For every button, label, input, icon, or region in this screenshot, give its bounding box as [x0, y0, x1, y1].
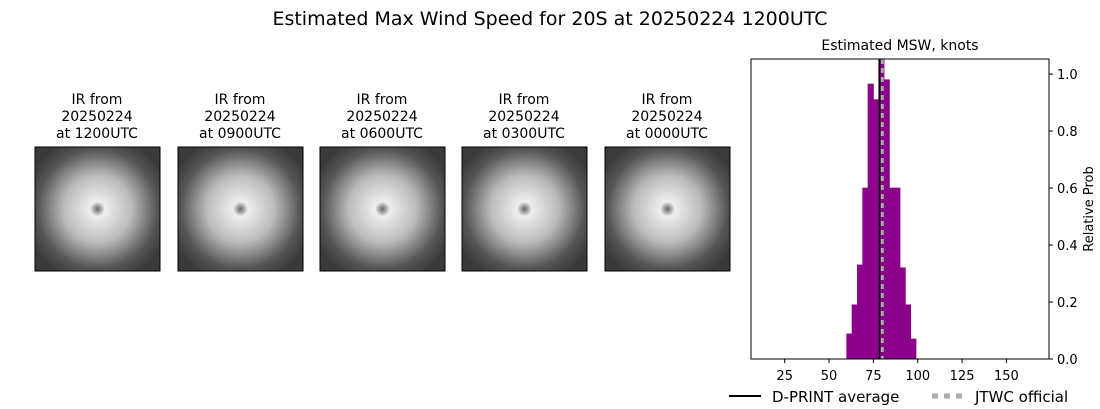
bar [883, 79, 890, 360]
ir-image [319, 146, 446, 272]
ir-image [461, 146, 588, 272]
y-tick-label: 0.6 [1057, 182, 1078, 197]
bar [857, 264, 864, 360]
plot-frame [750, 58, 1050, 360]
panel-caption: 20250224 [61, 109, 132, 125]
y-axis-label: Relative Prob [1082, 166, 1097, 251]
panel-caption: at 0600UTC [341, 126, 423, 142]
bar [851, 304, 858, 360]
panel-caption: IR from [72, 92, 123, 108]
ir-image [604, 146, 731, 272]
x-tick-label: 25 [776, 369, 793, 384]
panel-caption: IR from [215, 92, 266, 108]
x-tick-label: 100 [905, 369, 930, 384]
y-tick-label: 0.2 [1057, 296, 1078, 311]
y-tick-label: 0.0 [1057, 353, 1078, 368]
y-tick-label: 0.8 [1057, 125, 1078, 140]
y-tick-label: 0.4 [1057, 239, 1078, 254]
panel-caption: 20250224 [488, 109, 559, 125]
ir-image [34, 146, 161, 272]
panel-caption: IR from [642, 92, 693, 108]
y-tick-label: 1.0 [1057, 68, 1078, 83]
bar [894, 187, 901, 360]
subtitle: Estimated MSW, knots [821, 38, 978, 54]
panel-caption: at 1200UTC [56, 126, 138, 142]
bar [910, 338, 917, 360]
bar [899, 267, 906, 360]
panel-caption: 20250224 [204, 109, 275, 125]
ir-image [177, 146, 304, 272]
panel-caption: IR from [499, 92, 550, 108]
panel-caption: IR from [357, 92, 408, 108]
bar [846, 333, 853, 360]
bar [904, 304, 912, 360]
panel-caption: at 0300UTC [483, 126, 565, 142]
legend-label: JTWC official [974, 388, 1068, 406]
panel-caption: 20250224 [631, 109, 702, 125]
x-tick-label: 75 [865, 369, 882, 384]
panel-caption: at 0900UTC [199, 126, 281, 142]
x-tick-label: 50 [821, 369, 838, 384]
bar [862, 187, 869, 360]
bar [888, 187, 896, 360]
x-tick-label: 125 [950, 369, 975, 384]
x-tick-label: 150 [994, 369, 1019, 384]
bar [872, 99, 880, 360]
chart-title: Estimated Max Wind Speed for 20S at 2025… [272, 8, 827, 30]
panel-caption: 20250224 [346, 109, 417, 125]
legend-label: D-PRINT average [772, 388, 899, 406]
panel-caption: at 0000UTC [626, 126, 708, 142]
bar [867, 83, 874, 360]
